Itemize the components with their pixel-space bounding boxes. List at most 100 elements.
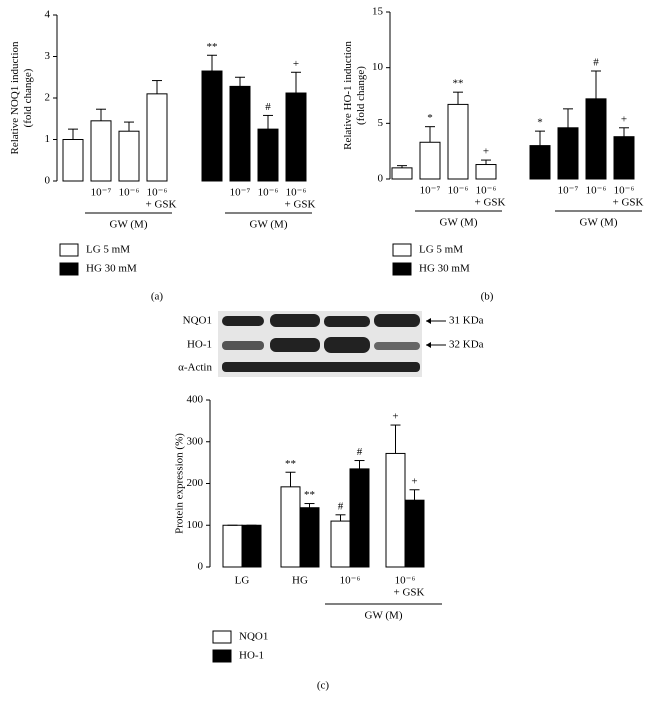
- bar: [404, 499, 425, 568]
- x-tick-label: 10⁻⁶: [119, 187, 140, 199]
- bar: [201, 70, 223, 182]
- x-tick-label: 10⁻⁶: [586, 185, 607, 197]
- significance-label: #: [593, 57, 599, 69]
- y-tick-label: 10: [372, 61, 384, 73]
- significance-label: *: [427, 112, 433, 124]
- western-blot: NQO1 HO-1 α-Actin 31 KDa 32 KDa: [178, 311, 484, 377]
- significance-label: +: [411, 475, 417, 487]
- group-label: GW (M): [440, 217, 478, 229]
- legend-swatch: [59, 262, 79, 276]
- y-axis-title: Relative NOQ1 induction: [9, 41, 21, 155]
- legend-swatch: [392, 262, 412, 276]
- y-tick-label: 0: [45, 175, 51, 187]
- y-tick-label: 0: [378, 173, 384, 185]
- x-tick-label: 10⁻⁶: [340, 575, 361, 587]
- bar: [557, 127, 579, 180]
- significance-label: *: [537, 117, 543, 129]
- bar: [585, 98, 607, 180]
- bar: [349, 468, 370, 568]
- significance-label: +: [293, 58, 299, 70]
- blot-row-label: HO-1: [187, 339, 212, 351]
- significance-label: +: [621, 113, 627, 125]
- y-tick-label: 200: [187, 477, 204, 489]
- x-tick-note: + GSK: [285, 199, 316, 211]
- legend-swatch: [212, 630, 232, 644]
- bar: [229, 85, 251, 182]
- x-tick-label: 10⁻⁷: [558, 185, 579, 197]
- legend-label: HG 30 mM: [419, 263, 470, 275]
- panel-label: (b): [481, 291, 494, 303]
- y-axis-title: Relative HO-1 induction: [342, 41, 354, 150]
- y-tick-label: 3: [45, 50, 51, 62]
- x-tick-label: 10⁻⁶: [286, 187, 307, 199]
- y-tick-label: 1: [45, 133, 51, 145]
- band: [324, 337, 370, 353]
- bar: [299, 507, 320, 568]
- arrow-head: [426, 342, 431, 348]
- legend-swatch: [59, 243, 79, 257]
- x-tick-note: + GSK: [475, 197, 506, 209]
- significance-label: **: [304, 489, 315, 501]
- bar: [419, 141, 441, 180]
- band: [374, 314, 420, 327]
- y-tick-label: 0: [198, 561, 204, 573]
- bar: [257, 128, 279, 182]
- y-tick-label: 15: [372, 6, 384, 18]
- legend-label: HO-1: [239, 650, 264, 662]
- band: [324, 316, 370, 327]
- y-tick-label: 400: [187, 394, 204, 406]
- x-tick-label: 10⁻⁶: [258, 187, 279, 199]
- marker-label: 31 KDa: [449, 315, 484, 327]
- bar: [62, 139, 84, 182]
- x-tick-label: 10⁻⁶: [476, 185, 497, 197]
- x-tick-label: 10⁻⁷: [230, 187, 251, 199]
- y-tick-label: 100: [187, 519, 204, 531]
- significance-label: #: [357, 446, 363, 458]
- y-tick-label: 4: [45, 9, 51, 21]
- x-tick-label: HG: [292, 575, 308, 587]
- bar: [529, 145, 551, 180]
- x-tick-label: LG: [235, 575, 250, 587]
- x-tick-label: 10⁻⁶: [147, 187, 168, 199]
- bar: [285, 92, 307, 182]
- y-axis-title: Protein expression (%): [174, 433, 186, 534]
- x-tick-label: 10⁻⁶: [395, 575, 416, 587]
- significance-label: **: [285, 458, 296, 470]
- bar: [241, 524, 262, 568]
- band: [374, 342, 420, 350]
- arrow-head: [426, 318, 431, 324]
- bar: [391, 167, 413, 180]
- y-axis-title: (fold change): [355, 66, 367, 125]
- band: [222, 316, 264, 326]
- bar: [475, 164, 497, 180]
- legend-swatch: [392, 243, 412, 257]
- blot-row-label: α-Actin: [178, 362, 212, 374]
- blot-row-label: NQO1: [183, 315, 212, 327]
- legend-swatch: [212, 649, 232, 663]
- group-label: GW (M): [365, 610, 403, 622]
- x-tick-label: 10⁻⁶: [614, 185, 635, 197]
- group-label: GW (M): [580, 217, 618, 229]
- group-label: GW (M): [110, 219, 148, 231]
- group-label: GW (M): [250, 219, 288, 231]
- x-tick-note: + GSK: [613, 197, 644, 209]
- bar: [90, 120, 112, 182]
- bar: [447, 103, 469, 180]
- y-tick-label: 2: [45, 92, 51, 104]
- significance-label: +: [483, 146, 489, 158]
- y-axis-title: (fold change): [22, 68, 34, 127]
- band: [270, 314, 320, 327]
- bar: [118, 130, 140, 182]
- legend-label: LG 5 mM: [419, 244, 463, 256]
- band: [222, 341, 264, 350]
- significance-label: **: [207, 41, 218, 53]
- bar: [146, 93, 168, 182]
- bar: [222, 524, 243, 568]
- x-tick-label: 10⁻⁷: [420, 185, 441, 197]
- bar: [280, 486, 301, 568]
- legend-label: LG 5 mM: [86, 244, 130, 256]
- significance-label: #: [338, 500, 344, 512]
- legend-label: HG 30 mM: [86, 263, 137, 275]
- bar: [385, 452, 406, 568]
